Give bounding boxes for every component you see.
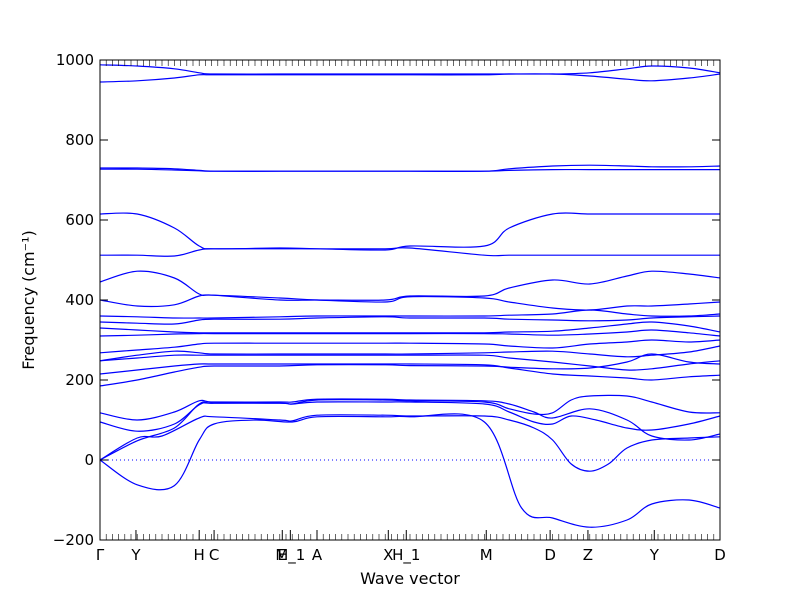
y-tick-label: 0	[84, 451, 94, 469]
band-line-18	[99, 212, 720, 251]
x-tick-label: M	[480, 546, 493, 564]
y-tick-label: 200	[65, 371, 94, 389]
y-axis-label: Frequency (cm⁻¹)	[19, 230, 38, 369]
x-tick-label: Γ	[96, 546, 105, 564]
x-tick-label: E	[278, 546, 287, 564]
band-line-6	[99, 353, 721, 387]
band-line-3	[99, 401, 721, 461]
band-line-15	[99, 294, 721, 311]
x-tick-label: M_1	[275, 546, 305, 565]
x-tick-label: Z	[583, 546, 593, 564]
band-line-1	[99, 413, 721, 528]
x-tick-label: C	[209, 546, 219, 564]
x-tick-label: H	[194, 546, 205, 564]
band-line-7	[99, 363, 721, 381]
x-tick-label: A	[312, 546, 323, 564]
band-line-20	[99, 164, 721, 172]
y-tick-label: 600	[65, 211, 94, 229]
y-tick-label: 400	[65, 291, 94, 309]
y-tick-label: 1000	[56, 51, 94, 69]
y-tick-label: 800	[65, 131, 94, 149]
x-tick-label: Y	[649, 546, 660, 564]
band-line-10	[99, 339, 721, 354]
band-line-11	[99, 329, 721, 337]
band-line-13	[99, 315, 721, 325]
x-tick-label: D	[544, 546, 556, 564]
band-line-12	[99, 321, 721, 334]
phonon-bands	[99, 64, 721, 528]
band-line-22	[99, 64, 721, 75]
x-tick-label: Y	[130, 546, 141, 564]
plot-frame	[99, 59, 721, 541]
band-line-2	[99, 414, 721, 472]
band-line-17	[99, 247, 720, 257]
x-axis-ticks: Γ Y H C EM_1 A XH_1 M D Z Y D	[96, 60, 726, 565]
x-tick-label: X	[383, 546, 393, 564]
y-tick-label: −200	[53, 531, 94, 549]
x-axis-label: Wave vector	[360, 569, 460, 588]
band-line-4	[99, 394, 721, 432]
band-line-21	[99, 73, 721, 83]
band-line-16	[99, 270, 721, 301]
band-line-5	[99, 398, 721, 441]
x-tick-label: H_1	[392, 546, 420, 565]
x-tick-label: D	[714, 546, 726, 564]
band-line-8	[99, 354, 721, 371]
band-line-9	[99, 345, 721, 362]
band-line-14	[99, 309, 721, 319]
plot-area	[100, 60, 720, 540]
